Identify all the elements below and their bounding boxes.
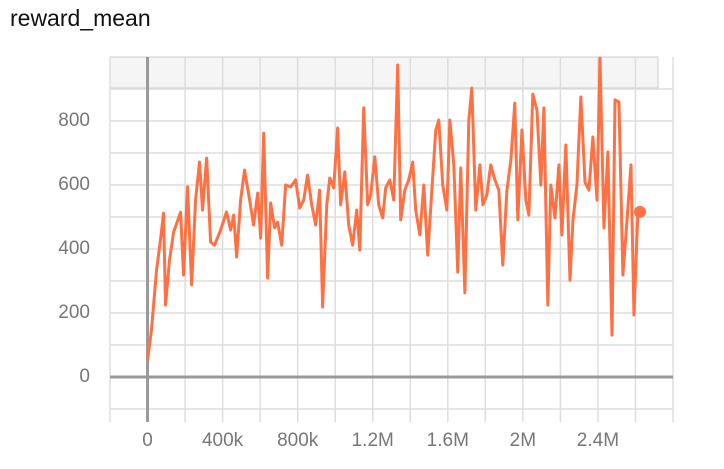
y-tick-label: 400: [58, 238, 90, 259]
series-line: [146, 56, 640, 361]
plot-header-band: [109, 56, 659, 89]
y-tick-label: 0: [79, 366, 90, 387]
y-tick-label: 600: [58, 174, 90, 195]
x-tick-label: 1.2M: [352, 430, 394, 451]
x-tick-label: 2.4M: [577, 430, 619, 451]
x-tick-label: 400k: [202, 430, 244, 451]
x-tick-label: 1.6M: [427, 430, 469, 451]
y-tick-label: 800: [58, 110, 90, 131]
chart-title: reward_mean: [10, 5, 151, 31]
x-tick-label: 2M: [510, 430, 536, 451]
last-point-marker: [633, 205, 646, 218]
y-tick-label: 200: [58, 302, 90, 323]
x-tick-label: 0: [142, 430, 153, 451]
x-tick-label: 800k: [277, 430, 319, 451]
